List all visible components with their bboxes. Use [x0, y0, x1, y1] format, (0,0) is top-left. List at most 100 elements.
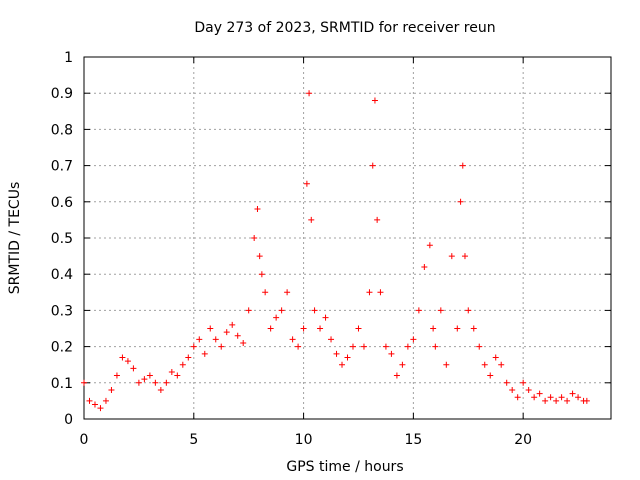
data-point	[443, 361, 450, 368]
data-point	[303, 180, 310, 187]
data-point	[240, 339, 247, 346]
data-point	[108, 387, 115, 394]
data-point	[168, 368, 175, 375]
data-point	[289, 336, 296, 343]
data-point	[492, 354, 499, 361]
data-point	[97, 405, 104, 412]
data-point	[306, 90, 313, 97]
data-point	[360, 343, 367, 350]
x-axis-label: GPS time / hours	[286, 459, 403, 475]
data-point	[308, 216, 315, 223]
data-point	[558, 394, 565, 401]
data-point	[481, 361, 488, 368]
data-point	[344, 354, 351, 361]
data-point	[81, 379, 87, 386]
data-point	[388, 350, 395, 357]
data-point	[371, 97, 378, 104]
data-point	[536, 390, 543, 397]
data-point	[130, 365, 137, 372]
data-point	[509, 387, 516, 394]
data-point	[525, 387, 532, 394]
x-tick-label: 15	[404, 432, 422, 448]
data-point	[284, 289, 291, 296]
data-point	[454, 325, 461, 332]
x-tick-label: 5	[189, 432, 198, 448]
data-point	[426, 242, 433, 249]
data-point	[251, 235, 258, 241]
data-point	[322, 314, 329, 321]
data-point	[366, 289, 373, 296]
x-tick-label: 0	[80, 432, 89, 448]
data-point	[207, 325, 214, 332]
y-tick-label: 0.2	[51, 340, 73, 356]
data-point	[223, 329, 230, 336]
data-point	[448, 253, 455, 260]
data-point	[201, 350, 208, 357]
y-tick-label: 0.5	[51, 231, 73, 247]
data-point	[393, 372, 400, 379]
data-point	[415, 307, 422, 314]
data-point	[196, 336, 203, 343]
data-point	[553, 397, 560, 404]
data-point	[174, 372, 181, 379]
data-point	[498, 361, 505, 368]
data-point	[547, 394, 554, 401]
y-tick-label: 0.3	[51, 303, 73, 319]
data-point	[86, 397, 93, 404]
data-point	[437, 307, 444, 314]
data-point	[113, 372, 120, 379]
data-point	[430, 325, 437, 332]
data-point	[146, 372, 153, 379]
data-point	[258, 271, 265, 278]
grid-layer	[84, 57, 611, 419]
data-point	[262, 289, 269, 296]
data-point	[487, 372, 494, 379]
data-point	[404, 343, 411, 350]
data-point	[520, 379, 527, 386]
data-point	[218, 343, 225, 350]
data-point	[311, 307, 318, 314]
data-point	[185, 354, 192, 361]
data-point	[152, 379, 159, 386]
y-tick-label: 0.9	[51, 86, 73, 102]
points-layer	[81, 90, 590, 412]
data-point	[179, 361, 186, 368]
data-point	[432, 343, 439, 350]
data-point	[267, 325, 274, 332]
data-point	[514, 394, 521, 401]
y-axis-label: SRMTID / TECUs	[7, 182, 23, 295]
data-point	[377, 289, 384, 296]
data-point	[459, 162, 466, 169]
data-point	[575, 394, 582, 401]
data-point	[421, 263, 428, 270]
data-point	[119, 354, 126, 361]
data-point	[355, 325, 362, 332]
data-point	[465, 307, 472, 314]
y-tick-label: 0.1	[51, 376, 73, 392]
data-point	[190, 343, 197, 350]
y-tick-label: 0.6	[51, 195, 73, 211]
data-point	[254, 206, 261, 213]
x-tick-label: 20	[514, 432, 532, 448]
data-point	[349, 343, 356, 350]
data-point	[476, 343, 483, 350]
data-point	[382, 343, 389, 350]
data-point	[410, 336, 417, 343]
chart-title: Day 273 of 2023, SRMTID for receiver reu…	[194, 20, 495, 36]
data-point	[583, 397, 590, 404]
data-point	[256, 253, 263, 260]
data-point	[102, 397, 109, 404]
data-point	[333, 350, 340, 357]
data-point	[157, 387, 164, 394]
y-tick-label: 0.4	[51, 267, 73, 283]
data-point	[245, 307, 252, 314]
data-point	[328, 336, 335, 343]
data-point	[369, 162, 376, 169]
data-point	[163, 379, 170, 386]
data-point	[339, 361, 346, 368]
data-point	[91, 401, 98, 408]
data-point	[212, 336, 219, 343]
y-tick-label: 0.8	[51, 122, 73, 138]
data-point	[234, 332, 241, 339]
plot-frame	[83, 56, 612, 420]
